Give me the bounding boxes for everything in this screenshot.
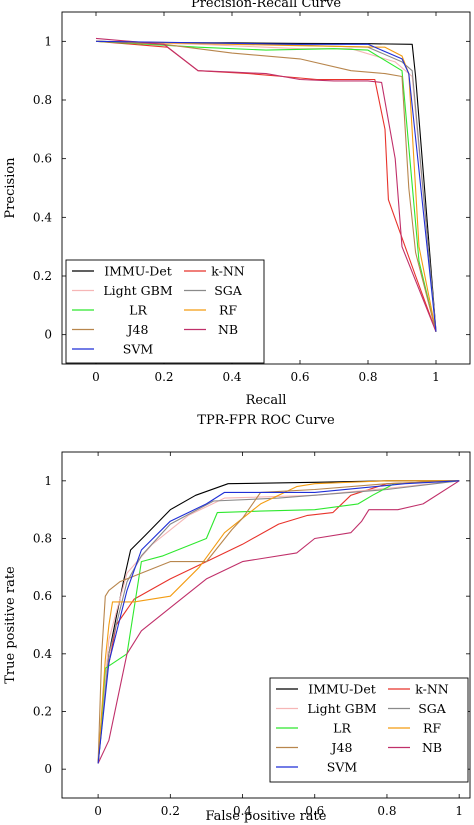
chart-0-legend-label-rf: RF (219, 303, 237, 318)
chart-0-legend-label-immu-det: IMMU-Det (104, 264, 172, 279)
chart-0-y-tick-label: 0.4 (33, 210, 52, 224)
chart-0-series-group (95, 37, 437, 332)
chart-1-y-tick-label: 0.2 (33, 705, 52, 719)
chart-0-x-tick-label: 0 (92, 370, 100, 384)
chart-1-legend (269, 677, 469, 783)
chart-0-legend-label-sga: SGA (214, 283, 243, 298)
chart-1-legend-label-svm: SVM (327, 760, 358, 775)
chart-1-title: TPR-FPR ROC Curve (197, 413, 335, 428)
chart-0-y-tick-label: 0.8 (33, 93, 52, 107)
chart-1-y-tick-label: 0.6 (33, 589, 52, 603)
chart-0-legend-label-lr: LR (129, 303, 147, 318)
chart-1-series-light-gbm (97, 480, 460, 764)
chart-1-x-tick-label: 0 (94, 804, 102, 818)
chart-0-legend-label-nb: NB (218, 322, 238, 337)
chart-0-legend-label-svm: SVM (123, 342, 154, 357)
chart-0-y-axis-label: Precision (3, 157, 18, 219)
chart-1-legend-label-light-gbm: Light GBM (307, 701, 377, 716)
chart-1-legend-label-k-nn: k-NN (415, 682, 449, 697)
chart-0-y-tick-label: 0.2 (33, 269, 52, 283)
chart-1-legend-label-lr: LR (333, 721, 351, 736)
chart-1-series-lr (97, 480, 460, 764)
chart-1-legend-label-sga: SGA (418, 701, 447, 716)
chart-1-plot-frame (61, 451, 471, 799)
chart-0-x-tick-label: 0.6 (290, 370, 309, 384)
chart-0-y-tick-label: 1 (44, 34, 52, 48)
precision-recall-chart: Precision-Recall Curve 0 0.2 0.4 0.6 0.8 1 0 0.2… (3, 0, 471, 408)
chart-1-x-tick-label: 0.2 (161, 804, 180, 818)
chart-0-y-tick-label: 0 (44, 328, 52, 342)
chart-0-x-tick-label: 0.2 (154, 370, 173, 384)
chart-0-series-j48 (95, 40, 437, 332)
chart-1-y-tick-label: 0 (44, 762, 52, 776)
chart-1-series-rf (97, 480, 460, 764)
chart-1-series-svm (97, 480, 460, 764)
chart-1-legend-label-nb: NB (422, 740, 442, 755)
chart-1-y-tick-label: 0.8 (33, 532, 52, 546)
chart-1-x-axis-label: False positive rate (206, 809, 327, 824)
chart-0-x-tick-label: 0.8 (358, 370, 377, 384)
chart-1-legend-label-rf: RF (423, 721, 441, 736)
roc-chart: TPR-FPR ROC Curve 0 0.2 0.4 0.6 0.8 1 0 0.2 0.4 0.… (3, 413, 471, 824)
chart-0-legend-label-j48: J48 (126, 322, 149, 337)
chart-0-legend-label-k-nn: k-NN (211, 264, 245, 279)
chart-1-series-group (97, 480, 460, 764)
chart-1-y-axis-label: True positive rate (3, 566, 18, 684)
chart-0-series-rf (95, 40, 437, 332)
chart-1-x-tick-label: 0.4 (233, 804, 252, 818)
chart-1-legend-label-immu-det: IMMU-Det (308, 682, 376, 697)
chart-1-x-tick-label: 1 (455, 804, 463, 818)
chart-1-x-tick-label: 0.8 (377, 804, 396, 818)
chart-1-series-j48 (97, 480, 460, 764)
chart-0-x-tick-label: 1 (432, 370, 440, 384)
chart-0-series-lr (95, 40, 437, 332)
chart-1-series-sga (97, 480, 460, 764)
chart-0-series-svm (95, 40, 437, 332)
chart-0-legend-label-light-gbm: Light GBM (103, 283, 173, 298)
chart-0-series-nb (95, 37, 437, 332)
chart-1-y-tick-label: 0.4 (33, 647, 52, 661)
chart-0-x-axis-label: Recall (246, 393, 287, 408)
chart-1-y-tick-label: 1 (44, 474, 52, 488)
chart-0-plot-frame (61, 11, 471, 365)
chart-1-legend-label-j48: J48 (330, 740, 353, 755)
chart-1-series-nb (97, 480, 460, 764)
chart-1-x-tick-label: 0.6 (305, 804, 324, 818)
chart-0-title: Precision-Recall Curve (191, 0, 341, 11)
chart-0-legend (65, 259, 265, 364)
chart-0-x-tick-label: 0.4 (222, 370, 241, 384)
chart-0-y-tick-label: 0.6 (33, 152, 52, 166)
